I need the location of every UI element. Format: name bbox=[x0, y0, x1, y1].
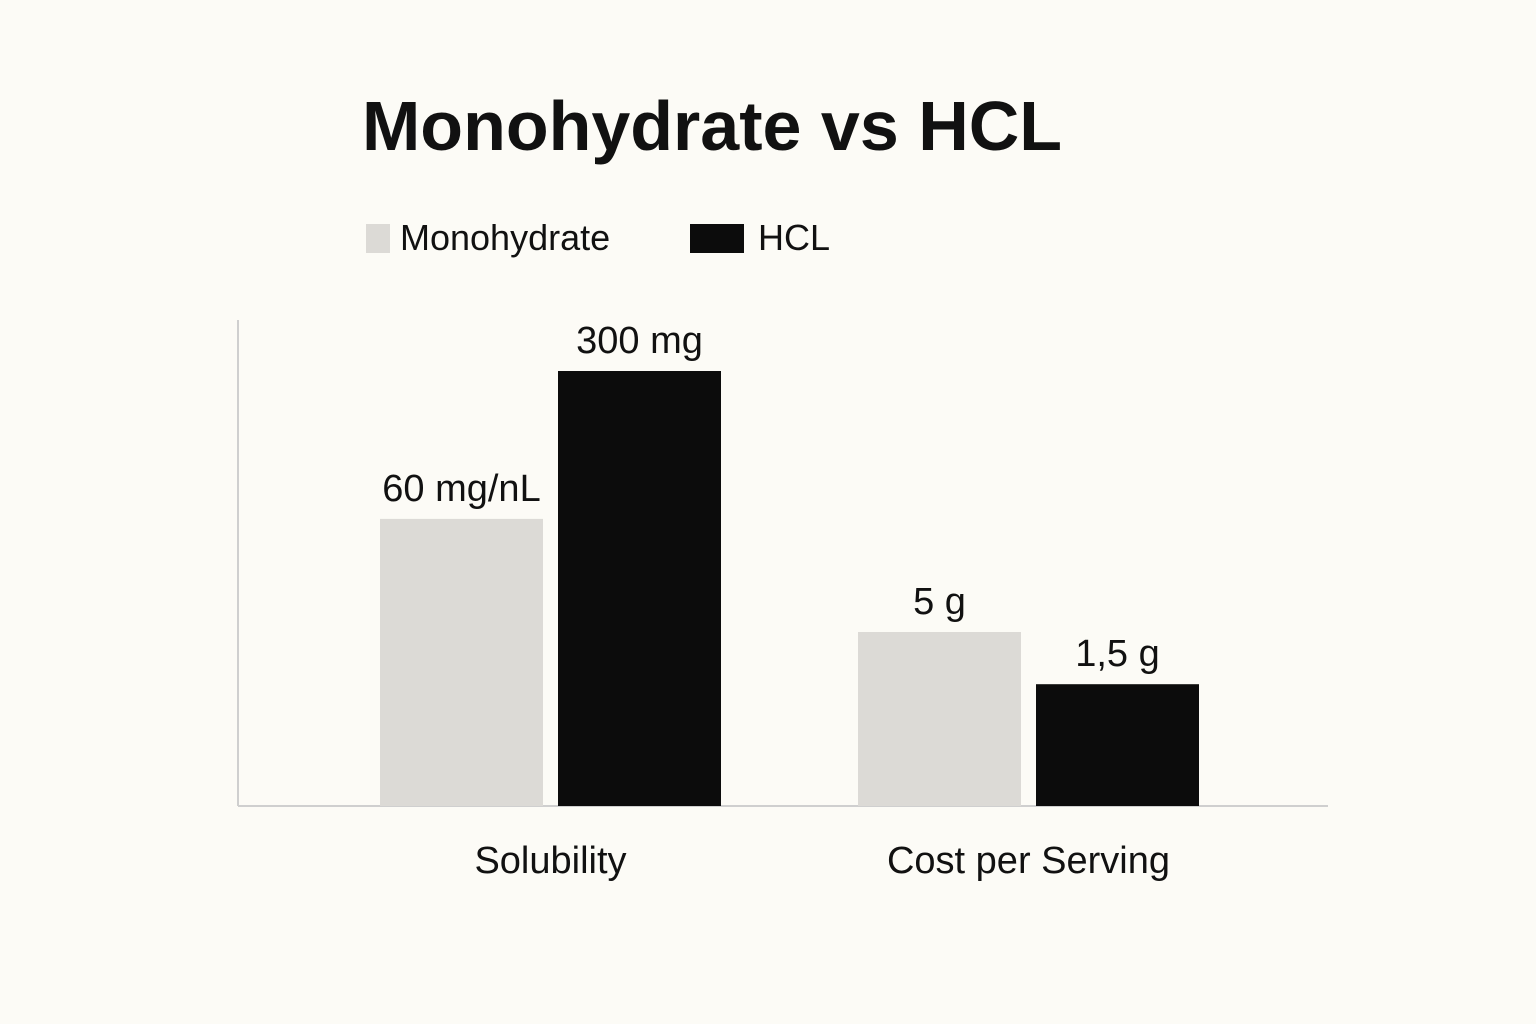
data-label-cost-per-serving-monohydrate: 5 g bbox=[913, 581, 966, 623]
category-label-solubility: Solubility bbox=[474, 840, 626, 882]
data-label-solubility-hcl: 300 mg bbox=[576, 320, 703, 362]
category-label-cost-per-serving: Cost per Serving bbox=[887, 840, 1170, 882]
data-label-solubility-monohydrate: 60 mg/nL bbox=[382, 468, 540, 510]
legend: Monohydrate HCL bbox=[366, 217, 830, 258]
bar-solubility-monohydrate bbox=[380, 518, 543, 806]
data-labels: 60 mg/nL 300 mg 5 g 1,5 g bbox=[382, 320, 1159, 675]
bar-cost-per-serving-hcl bbox=[1036, 684, 1199, 806]
legend-label-monohydrate: Monohydrate bbox=[400, 217, 610, 258]
chart-title: Monohydrate vs HCL bbox=[362, 87, 1062, 165]
legend-swatch-hcl bbox=[690, 224, 744, 253]
bar-cost-per-serving-monohydrate bbox=[858, 632, 1021, 806]
bar-solubility-hcl bbox=[558, 371, 721, 806]
category-labels: Solubility Cost per Serving bbox=[474, 840, 1170, 882]
legend-swatch-monohydrate bbox=[366, 224, 390, 253]
bars bbox=[380, 371, 1199, 806]
legend-label-hcl: HCL bbox=[758, 217, 830, 258]
data-label-cost-per-serving-hcl: 1,5 g bbox=[1075, 633, 1160, 675]
